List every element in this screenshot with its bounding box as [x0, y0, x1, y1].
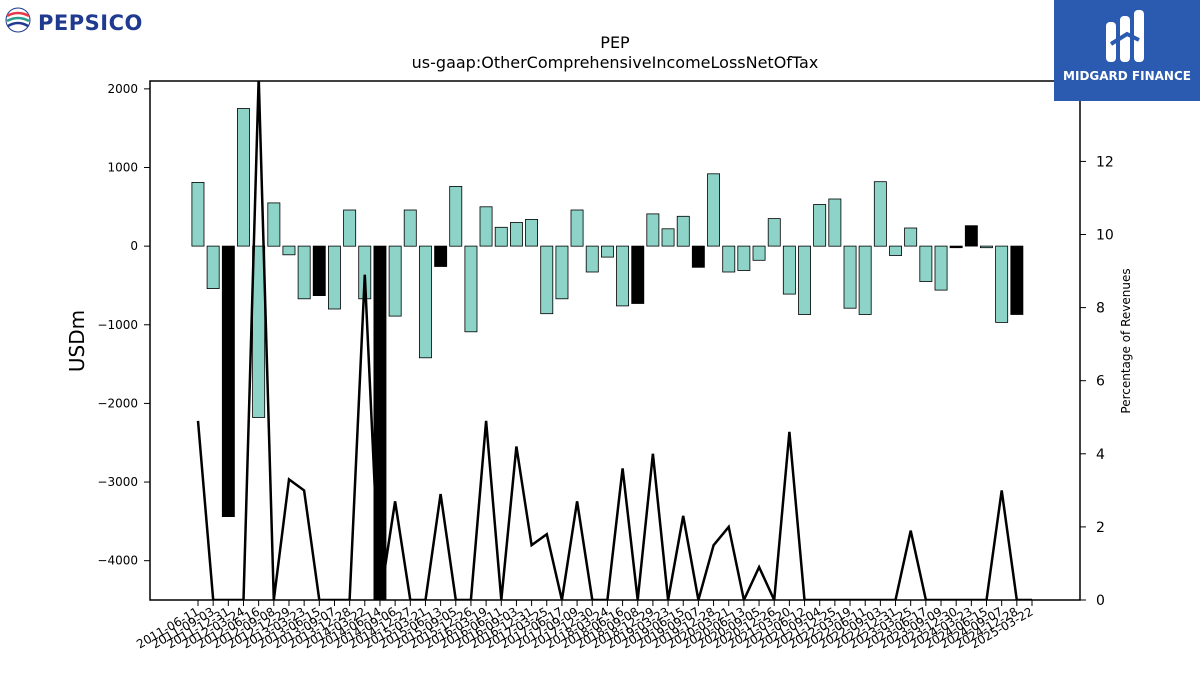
revenue-percentage-line-layer: [196, 81, 1032, 600]
plot-area: [191, 108, 1024, 600]
bar-2016-12-31: [525, 218, 539, 247]
bar-2015-12-26: [464, 245, 478, 333]
bar-2011-06-11: [191, 181, 205, 247]
y-tick-label: −1000: [97, 318, 138, 332]
bar-2022-03-19: [843, 245, 857, 309]
bar-2023-03-25: [904, 227, 918, 247]
bar-2011-12-31: [221, 245, 235, 518]
bar-2020-12-26: [767, 218, 781, 247]
y-tick-label: 2000: [107, 82, 138, 96]
bar-2023-06-17: [919, 245, 933, 282]
plot-frame: [149, 80, 1081, 601]
y2-tick-label: 12: [1096, 154, 1114, 170]
bar-2015-06-13: [434, 245, 448, 267]
bar-2021-03-20: [782, 245, 796, 295]
bar-2024-03-23: [964, 225, 978, 247]
bar-2017-06-17: [555, 245, 569, 300]
bar-2014-06-14: [373, 245, 387, 600]
bar-2019-12-28: [707, 173, 721, 247]
pepsi-globe-icon: [5, 7, 31, 33]
revenue-percentage-line: [196, 81, 1032, 600]
bar-2021-09-04: [813, 204, 827, 247]
bar-2011-09-03: [206, 245, 220, 290]
bar-2018-12-29: [646, 213, 660, 247]
y2-tick-label: 6: [1096, 374, 1105, 390]
bar-2017-03-25: [540, 245, 554, 315]
bar-2020-09-05: [752, 245, 766, 261]
bar-2018-03-24: [601, 245, 614, 258]
bar-2012-06-16: [252, 245, 266, 418]
bar-2019-03-23: [661, 228, 675, 247]
bar-2012-09-08: [267, 202, 281, 247]
bar-2023-09-09: [934, 245, 948, 291]
bar-2014-09-06: [388, 245, 402, 317]
bar-2022-06-11: [858, 245, 872, 315]
bar-2024-09-07: [995, 245, 1009, 323]
bar-2019-06-15: [676, 215, 690, 247]
y-tick-label: 0: [130, 239, 138, 253]
watermark-name: MIDGARD FINANCE: [1063, 69, 1191, 83]
midgard-logo-icon: [1106, 10, 1144, 62]
y2-tick-label: 0: [1096, 593, 1105, 609]
bar-2020-03-21: [722, 245, 736, 273]
bar-2018-06-16: [616, 245, 630, 307]
bar-2024-12-28: [1010, 245, 1024, 315]
company-name: PEPSICO: [38, 11, 143, 35]
axes: −4000−3000−2000−100001000200002468101220…: [97, 80, 1114, 651]
bar-2016-09-03: [509, 222, 523, 247]
bar-2013-09-07: [327, 245, 341, 310]
y-tick-label: 1000: [107, 161, 138, 175]
bar-2020-06-13: [737, 245, 751, 271]
bar-2015-09-05: [449, 185, 463, 247]
y2-tick-label: 4: [1096, 447, 1105, 463]
bar-2018-09-08: [631, 245, 645, 304]
bar-2019-09-07: [691, 245, 705, 268]
bar-2013-03-23: [297, 245, 311, 300]
bar-2012-12-29: [282, 245, 296, 256]
bar-2013-06-15: [312, 245, 326, 297]
y-tick-label: −2000: [97, 396, 138, 410]
y2-tick-label: 8: [1096, 301, 1105, 317]
bar-2024-06-15: [980, 245, 993, 249]
bar-2021-06-12: [798, 245, 812, 315]
bar-2012-03-24: [236, 108, 250, 247]
bar-2017-09-09: [570, 209, 584, 247]
bar-2017-12-30: [585, 245, 599, 273]
midgard-finance-banner: MIDGARD FINANCE: [1054, 0, 1200, 101]
bar-2023-12-30: [949, 245, 963, 249]
y-axis-label: USDm: [65, 310, 89, 372]
y-tick-label: −3000: [97, 475, 138, 489]
bar-2021-12-25: [828, 198, 842, 247]
y2-tick-label: 10: [1096, 228, 1114, 244]
bar-2015-03-21: [418, 245, 432, 359]
y-tick-label: −4000: [97, 554, 138, 568]
y2-axis-label: Percentage of Revenues: [1119, 268, 1133, 413]
bar-2016-06-11: [494, 226, 508, 247]
bar-2014-12-27: [403, 209, 417, 247]
y2-tick-label: 2: [1096, 520, 1105, 536]
bar-2013-12-28: [343, 209, 357, 247]
bar-2022-12-31: [889, 245, 903, 256]
chart-subtitle: us-gaap:OtherComprehensiveIncomeLossNetO…: [412, 53, 819, 72]
bar-2022-09-03: [873, 181, 887, 247]
pepsico-logo: PEPSICO: [4, 6, 142, 38]
bar-2016-03-19: [479, 206, 493, 247]
chart-title: PEP: [600, 33, 630, 52]
